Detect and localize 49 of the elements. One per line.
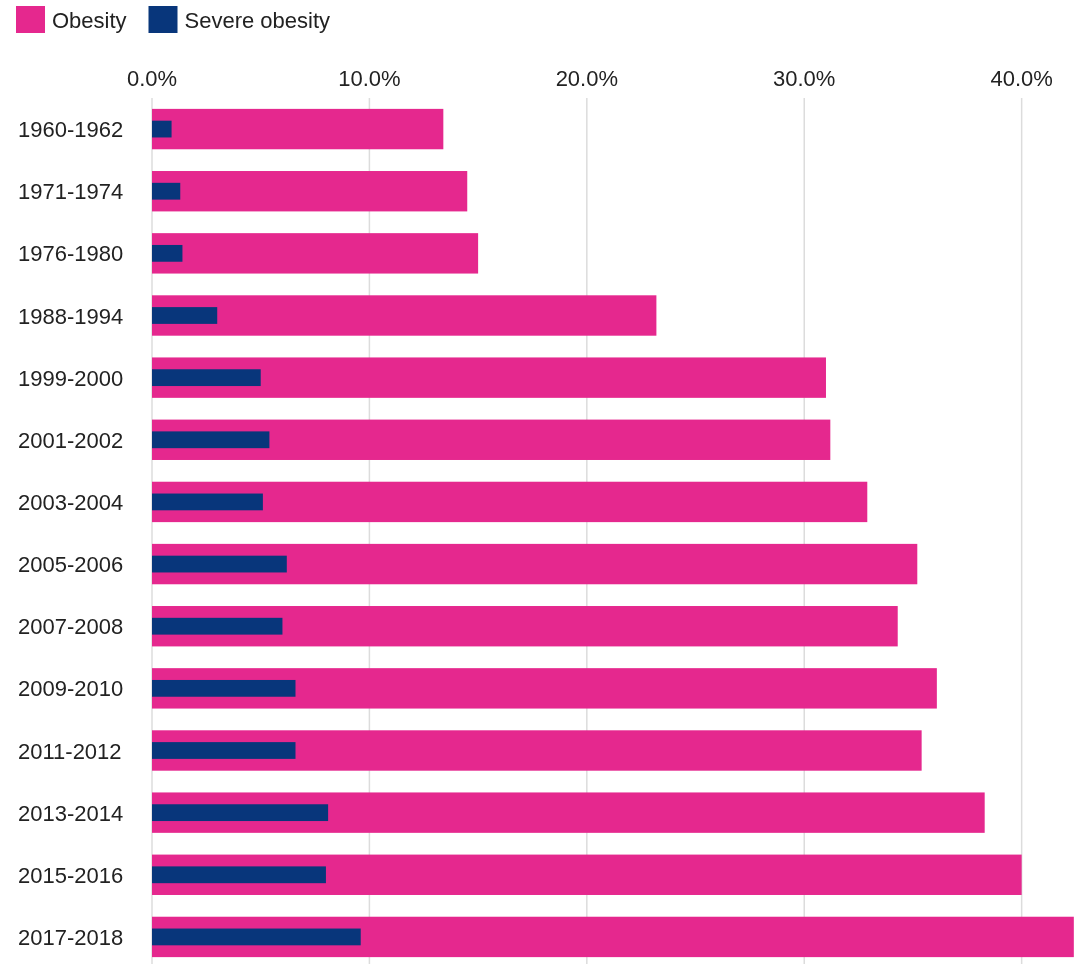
y-tick-label: 2011-2012 — [18, 738, 122, 764]
legend-label: Severe obesity — [184, 8, 331, 33]
bar — [152, 493, 263, 511]
bar — [152, 233, 479, 274]
bar — [152, 295, 657, 336]
bar — [152, 866, 326, 884]
bar — [152, 854, 1022, 895]
bar — [152, 431, 270, 449]
bar — [152, 182, 181, 200]
y-tick-label: 1976-1980 — [18, 241, 124, 267]
bar — [152, 804, 329, 822]
bar — [152, 555, 287, 573]
bar — [152, 357, 826, 398]
bar — [152, 606, 898, 647]
bar — [152, 244, 183, 262]
bar — [152, 108, 444, 150]
y-tick-label: 2007-2008 — [18, 614, 124, 640]
y-tick-label: 2001-2002 — [18, 427, 124, 453]
y-tick-label: 2005-2006 — [18, 552, 124, 578]
x-tick-label: 0.0% — [126, 66, 178, 91]
bar — [152, 668, 937, 709]
bar — [152, 792, 985, 833]
y-tick-label: 2003-2004 — [18, 489, 124, 515]
bar — [152, 742, 296, 759]
y-tick-label: 2013-2014 — [18, 800, 124, 826]
bar — [152, 617, 283, 635]
x-tick-label: 40.0% — [990, 66, 1053, 91]
y-tick-label: 1971-1974 — [18, 179, 124, 205]
bar — [152, 419, 831, 460]
bar — [152, 679, 296, 697]
bar — [152, 916, 1074, 958]
y-tick-label: 2015-2016 — [18, 862, 124, 888]
legend-label: Obesity — [52, 8, 127, 33]
y-tick-label: 1999-2000 — [18, 365, 124, 391]
bar — [152, 171, 468, 212]
bar — [152, 307, 218, 324]
y-tick-label: 1988-1994 — [18, 303, 124, 329]
bar — [152, 481, 868, 523]
bar — [152, 928, 361, 946]
bar — [152, 730, 922, 771]
bar — [152, 543, 918, 585]
y-tick-label: 2009-2010 — [18, 676, 124, 702]
y-tick-label: 1960-1962 — [18, 117, 124, 143]
x-tick-label: 20.0% — [555, 66, 619, 91]
x-tick-label: 30.0% — [773, 66, 836, 91]
y-tick-label: 2017-2018 — [18, 924, 124, 950]
bar — [152, 369, 261, 387]
x-tick-label: 10.0% — [338, 66, 401, 91]
bar — [152, 120, 172, 138]
